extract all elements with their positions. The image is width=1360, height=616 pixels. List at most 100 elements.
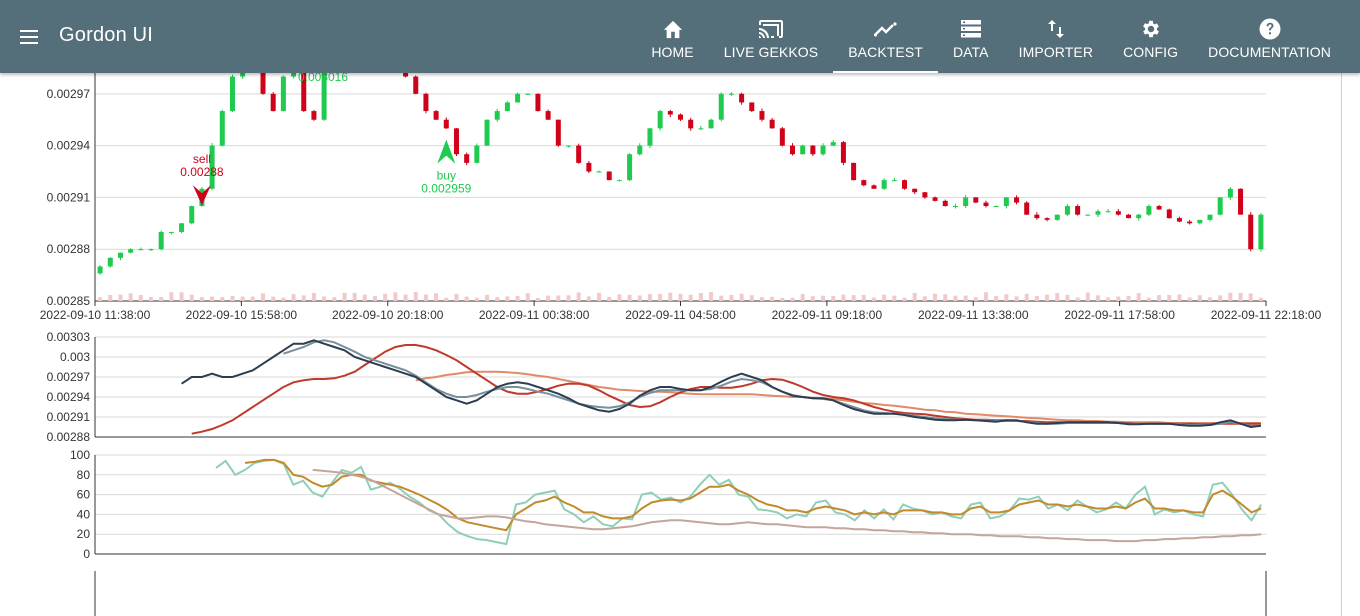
volume-bar [383, 293, 388, 301]
candle-body [637, 145, 643, 155]
candle-body [1207, 214, 1213, 220]
volume-bar [362, 294, 367, 301]
volume-bar [1146, 297, 1151, 301]
volume-bar [1218, 295, 1223, 301]
home-icon [660, 17, 686, 41]
candle-body [1217, 197, 1223, 215]
candle-body [871, 185, 877, 189]
candle-body [1024, 202, 1030, 215]
candle-body [1166, 209, 1172, 219]
candle-body [942, 200, 948, 207]
volume-bar [1258, 297, 1263, 301]
volume-bar [933, 293, 938, 301]
candle-body [158, 231, 164, 250]
volume-bar [698, 293, 703, 301]
volume-bar [250, 296, 255, 301]
buy-marker [437, 139, 456, 164]
x-tick-label: 2022-09-10 15:58:00 [186, 308, 298, 322]
candle-body [698, 128, 704, 130]
volume-bar [1197, 295, 1202, 301]
volume-bar [739, 293, 744, 301]
candle-body [576, 145, 582, 163]
candle-body [779, 128, 785, 146]
menu-icon-bottom [20, 42, 38, 44]
ma-series-line [283, 339, 1261, 427]
nav-data[interactable]: DATA [938, 0, 1004, 73]
candle-body [1126, 214, 1132, 219]
candle-body [1064, 206, 1070, 215]
candle-body [555, 119, 561, 146]
volume-bar [566, 295, 571, 301]
nav-label: CONFIG [1123, 44, 1179, 60]
volume-bar [922, 296, 927, 301]
volume-bar [464, 296, 469, 301]
volume-bar [749, 295, 754, 301]
y-tick-label: 0.00297 [47, 87, 91, 101]
volume-bar [434, 293, 439, 301]
nav-home[interactable]: HOME [636, 0, 708, 73]
candle-body [1095, 211, 1101, 215]
candle-body [311, 111, 317, 120]
volume-bar [311, 292, 316, 301]
candle-body [1034, 214, 1040, 219]
app-title: Gordon UI [59, 24, 154, 46]
candle-body [1227, 188, 1233, 198]
volume-bar [1095, 295, 1100, 301]
volume-bar [1055, 293, 1060, 301]
candle-body [973, 197, 979, 203]
candle-body [515, 93, 521, 103]
candle-body [667, 111, 673, 115]
volume-bar [240, 296, 245, 301]
volume-bar [1085, 292, 1090, 301]
volume-bar [271, 296, 276, 301]
volume-bar [647, 294, 652, 301]
volume-bar [1065, 294, 1070, 301]
volume-bar [230, 295, 235, 301]
nav-config[interactable]: CONFIG [1108, 0, 1193, 73]
volume-bar [678, 293, 683, 301]
candle-body [1014, 197, 1020, 203]
nav-label: BACKTEST [848, 44, 923, 60]
ma-series-line [415, 370, 1261, 424]
menu-button[interactable] [14, 22, 44, 52]
y-tick-label: 0.00297 [47, 370, 91, 384]
candle-body [1136, 214, 1142, 219]
volume-bar [373, 295, 378, 301]
nav-backtest[interactable]: BACKTEST [833, 0, 938, 73]
candle-body [678, 114, 683, 120]
nav-live-gekkos[interactable]: LIVE GEKKOS [709, 0, 833, 73]
volume-bar [912, 292, 917, 301]
x-tick-label: 2022-09-11 00:38:00 [479, 308, 590, 322]
candle-body [1176, 218, 1182, 222]
nav-label: IMPORTER [1018, 44, 1094, 60]
volume-bar [495, 297, 500, 301]
y-tick-label: 20 [77, 527, 91, 541]
candle-body [647, 128, 653, 146]
candle-body [810, 145, 816, 155]
volume-bar [423, 294, 428, 301]
x-tick-label: 2022-09-11 04:58:00 [625, 308, 736, 322]
volume-bar [403, 294, 408, 301]
candle-body [1105, 211, 1111, 213]
sell-marker-label: sell [193, 152, 211, 166]
volume-bar [210, 296, 215, 301]
candle-body [1258, 214, 1264, 250]
nav-importer[interactable]: IMPORTER [1004, 0, 1108, 73]
candle-body [759, 111, 765, 120]
volume-bar [1238, 292, 1243, 301]
volume-bar [851, 295, 856, 301]
candle-body [209, 145, 215, 189]
volume-bar [261, 293, 266, 301]
y-tick-label: 40 [77, 507, 91, 521]
x-tick-label: 2022-09-11 17:58:00 [1064, 308, 1175, 322]
menu-icon [20, 30, 38, 32]
y-tick-label: 0.00294 [47, 390, 91, 404]
nav-documentation[interactable]: DOCUMENTATION [1193, 0, 1346, 73]
menu-icon-mid [20, 36, 38, 38]
candle-body [891, 180, 897, 182]
candle-body [291, 73, 297, 77]
volume-bar [617, 294, 622, 301]
nav-label: DATA [952, 44, 989, 60]
volume-bar [709, 292, 714, 301]
y-tick-label: 60 [77, 488, 91, 502]
